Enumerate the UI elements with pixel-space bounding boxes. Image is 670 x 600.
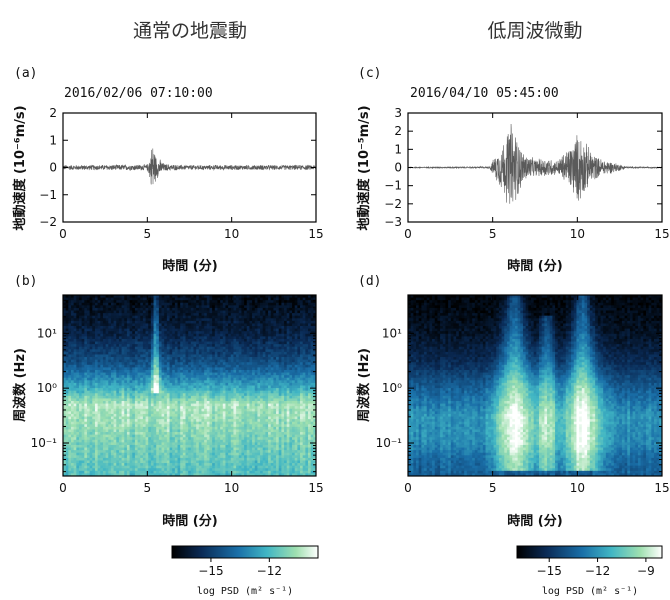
x-tick-label-d-5: 5	[489, 481, 497, 495]
spectrogram-cells-d	[408, 295, 663, 477]
waveform-line-c	[407, 123, 663, 204]
y-tick-label-b-1: 10¹	[37, 326, 57, 340]
x-tick-label-c-15: 15	[654, 227, 669, 241]
colorbar-right-gradient	[516, 545, 663, 559]
colorbar-right-tick-label--9: −9	[637, 564, 655, 578]
y-tick-label-b--1: 10⁻¹	[31, 436, 58, 450]
colorbar-left-tick-label--12: −12	[257, 564, 282, 578]
x-tick-label-a-15: 15	[308, 227, 323, 241]
y-axis-label-a: 地動速度 (10⁻⁶m/s)	[12, 105, 28, 230]
x-axis-label-a: 時間 (分)	[162, 258, 217, 274]
colorbar-right-label: log PSD (m² s⁻¹)	[542, 586, 638, 597]
y-tick-label-c-1: 1	[394, 142, 402, 156]
x-tick-label-b-10: 10	[224, 481, 239, 495]
x-tick-label-c-10: 10	[570, 227, 585, 241]
title-left: 通常の地震動	[133, 20, 247, 42]
spectrogram-panel-normal-earthquake: 10⁻¹ 10⁰ 10¹ 0 5 10 15	[31, 294, 324, 495]
y-tick-label-c-2: 2	[394, 124, 402, 138]
waveform-line-a	[62, 148, 317, 185]
colorbar-right-tick-label--12: −12	[585, 564, 610, 578]
y-tick-label-a--1: −1	[39, 188, 57, 202]
timestamp-c: 2016/04/10 05:45:00	[410, 86, 559, 101]
y-tick-label-a--2: −2	[39, 215, 57, 229]
y-tick-label-c--1: −1	[384, 179, 402, 193]
y-axis-label-d: 周波数 (Hz)	[356, 348, 372, 422]
panel-letter-c: (c)	[358, 66, 381, 81]
y-tick-label-a-1: 1	[49, 133, 57, 147]
title-right: 低周波微動	[487, 20, 582, 42]
x-tick-label-b-0: 0	[59, 481, 67, 495]
x-tick-label-a-0: 0	[59, 227, 67, 241]
y-tick-label-c-3: 3	[394, 106, 402, 120]
y-tick-label-d-0: 10⁰	[382, 381, 402, 395]
x-tick-label-c-0: 0	[404, 227, 412, 241]
y-tick-label-c--2: −2	[384, 197, 402, 211]
waveform-panel-normal-earthquake: −2 −1 0 1 2 0 5 10 15	[39, 106, 323, 241]
plot-frame-b	[62, 294, 317, 477]
y-tick-label-a-0: 0	[49, 161, 57, 175]
colorbar-right: −15 −12 −9	[516, 545, 663, 578]
spectrogram-cells-b	[63, 295, 317, 477]
y-axis-label-c: 地動速度 (10⁻⁵m/s)	[356, 105, 372, 230]
panel-letter-a: (a)	[14, 66, 37, 81]
x-tick-label-a-10: 10	[224, 227, 239, 241]
colorbar-right-tick-label--15: −15	[537, 564, 562, 578]
x-tick-label-d-10: 10	[570, 481, 585, 495]
colorbar-left-label: log PSD (m² s⁻¹)	[197, 586, 293, 597]
y-tick-label-d--1: 10⁻¹	[376, 436, 403, 450]
spectrogram-panel-low-frequency-tremor: 10⁻¹ 10⁰ 10¹ 0 5 10 15	[376, 294, 670, 495]
y-tick-label-b-0: 10⁰	[37, 381, 57, 395]
timestamp-a: 2016/02/06 07:10:00	[64, 86, 213, 101]
colorbar-left: −15 −12	[171, 545, 319, 578]
x-axis-label-d: 時間 (分)	[507, 513, 562, 529]
panel-letter-d: (d)	[358, 274, 381, 289]
x-tick-label-a-5: 5	[144, 227, 152, 241]
x-tick-label-b-15: 15	[308, 481, 323, 495]
x-tick-label-d-15: 15	[654, 481, 669, 495]
y-tick-label-a-2: 2	[49, 106, 57, 120]
y-tick-label-c-0: 0	[394, 161, 402, 175]
x-tick-label-c-5: 5	[489, 227, 497, 241]
x-tick-label-b-5: 5	[144, 481, 152, 495]
x-tick-label-d-0: 0	[404, 481, 412, 495]
y-tick-label-c--3: −3	[384, 215, 402, 229]
panel-letter-b: (b)	[14, 274, 37, 289]
plot-frame-d	[407, 294, 663, 477]
x-axis-label-b: 時間 (分)	[162, 513, 217, 529]
colorbar-left-tick-label--15: −15	[198, 564, 223, 578]
x-axis-label-c: 時間 (分)	[507, 258, 562, 274]
y-tick-label-d-1: 10¹	[382, 326, 402, 340]
colorbar-left-gradient	[171, 545, 319, 559]
waveform-panel-low-frequency-tremor: −3 −2 −1 0 1 2 3 0 5 10 15	[384, 106, 669, 241]
y-axis-label-b: 周波数 (Hz)	[12, 348, 28, 422]
